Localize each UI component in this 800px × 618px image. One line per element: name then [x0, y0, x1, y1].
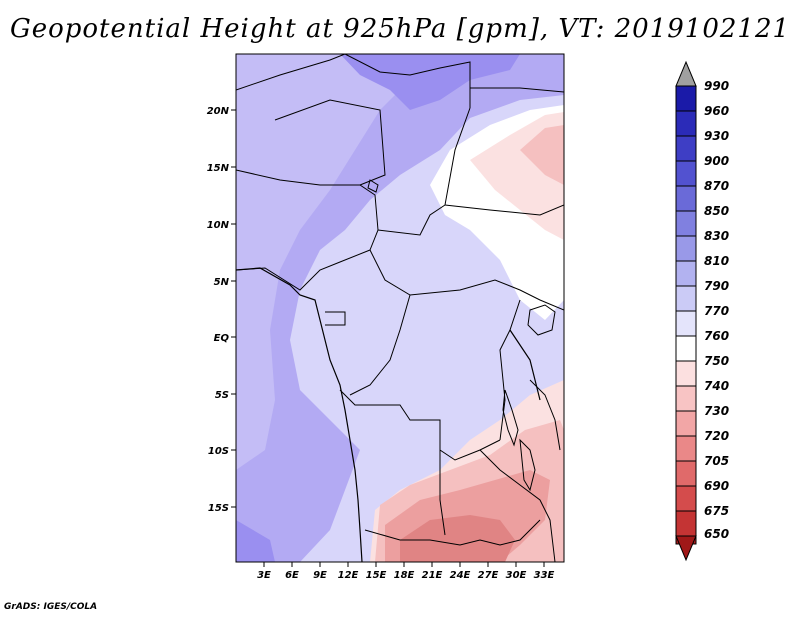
colorbar-swatch	[675, 485, 697, 512]
colorbar-top-arrow	[675, 60, 697, 87]
colorbar-label: 900	[704, 154, 729, 168]
colorbar-swatch	[675, 385, 697, 412]
lat-label: 15N	[207, 163, 230, 174]
map-frame	[235, 53, 565, 563]
colorbar-label: 760	[704, 329, 729, 343]
colorbar-label: 675	[704, 504, 729, 518]
lon-label: 18E	[394, 570, 415, 581]
grads-credit: GrADS: IGES/COLA	[4, 602, 98, 612]
lat-label: 20N	[207, 106, 230, 117]
colorbar-label: 870	[704, 179, 729, 193]
colorbar-swatch	[675, 460, 697, 487]
lat-label: 10S	[208, 446, 229, 457]
field-sw-deep	[236, 520, 275, 562]
colorbar-swatch	[675, 135, 697, 162]
colorbar-label: 650	[704, 527, 729, 541]
colorbar-swatch	[675, 435, 697, 462]
lon-label: 15E	[366, 570, 387, 581]
lon-label: 6E	[285, 570, 299, 581]
colorbar-label: 705	[704, 454, 729, 468]
latitude-axis: 20N 15N 10N 5N EQ 5S 10S 15S	[207, 106, 236, 514]
lon-label: 12E	[338, 570, 359, 581]
colorbar-swatch	[675, 185, 697, 212]
lat-label: 15S	[208, 503, 229, 514]
colorbar-label: 730	[704, 404, 729, 418]
colorbar-label: 790	[704, 279, 729, 293]
lon-label: 27E	[478, 570, 499, 581]
colorbar-label: 830	[704, 229, 729, 243]
lon-label: 3E	[257, 570, 271, 581]
lon-label: 30E	[506, 570, 527, 581]
lon-label: 9E	[313, 570, 327, 581]
lon-label: 21E	[422, 570, 443, 581]
colorbar-swatch	[675, 510, 697, 537]
colorbar-swatch	[675, 310, 697, 337]
map-field	[236, 54, 564, 562]
lat-label: 10N	[207, 220, 230, 231]
colorbar-label: 750	[704, 354, 729, 368]
colorbar-label: 810	[704, 254, 729, 268]
coastline	[236, 267, 541, 562]
field-west-pale	[335, 235, 430, 390]
lat-label: 5S	[215, 390, 229, 401]
country-borders	[236, 54, 564, 562]
colorbar-label: 720	[704, 429, 729, 443]
colorbar-swatch	[675, 360, 697, 387]
lon-label: 24E	[450, 570, 471, 581]
colorbar-swatch	[675, 410, 697, 437]
lat-label: 5N	[214, 277, 230, 288]
colorbar-swatch	[675, 235, 697, 262]
colorbar-labels: 990 960 930 900 870 850 830 810 790 770 …	[704, 79, 729, 541]
colorbar-label: 850	[704, 204, 729, 218]
colorbar: 990 960 930 900 870 850 830 810 790 770 …	[675, 60, 729, 562]
field-far-north-deep	[340, 54, 520, 110]
colorbar-swatch	[675, 260, 697, 287]
field-west-lavender	[236, 54, 420, 470]
colorbar-label: 960	[704, 104, 729, 118]
colorbar-label: 990	[704, 79, 729, 93]
colorbar-swatch	[675, 110, 697, 137]
lakes	[367, 179, 556, 492]
colorbar-swatch	[675, 210, 697, 237]
longitude-axis: 3E 6E 9E 12E 15E 18E 21E 24E 27E 30E 33E	[257, 562, 555, 581]
field-south-red	[400, 515, 515, 562]
colorbar-label: 930	[704, 129, 729, 143]
colorbar-swatch	[675, 160, 697, 187]
colorbar-swatch	[675, 285, 697, 312]
colorbar-swatches	[675, 85, 697, 545]
colorbar-label: 770	[704, 304, 729, 318]
field-ne-pink-core	[520, 125, 564, 185]
colorbar-swatch	[675, 85, 697, 112]
colorbar-swatch	[675, 335, 697, 362]
lon-label: 33E	[534, 570, 555, 581]
chart-title: Geopotential Height at 925hPa [gpm], VT:…	[9, 14, 791, 44]
lat-label: EQ	[214, 333, 230, 344]
colorbar-label: 690	[704, 479, 729, 493]
colorbar-label: 740	[704, 379, 729, 393]
colorbar-bottom-arrow	[675, 535, 697, 562]
